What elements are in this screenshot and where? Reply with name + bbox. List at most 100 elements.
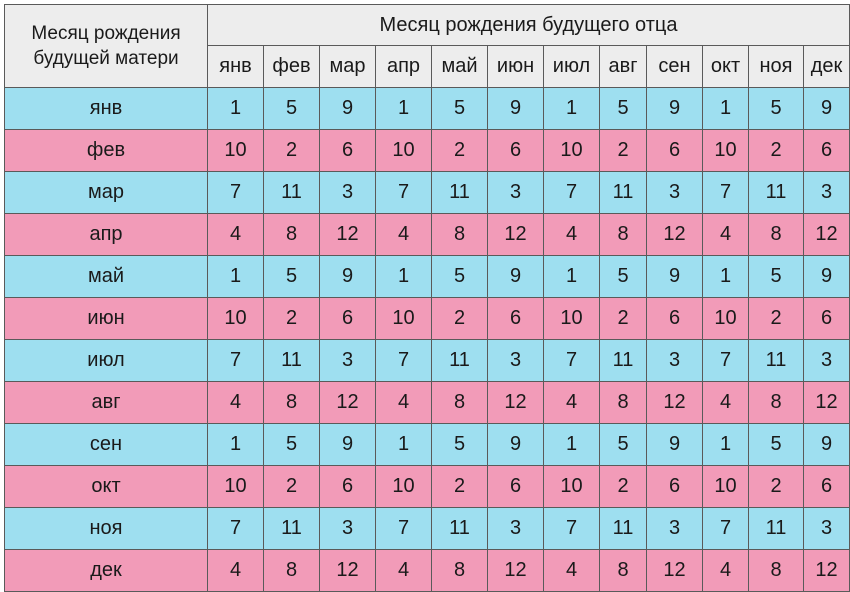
mother-month-label: ноя bbox=[5, 508, 208, 550]
table-cell: 12 bbox=[488, 550, 544, 592]
mother-month-label: фев bbox=[5, 130, 208, 172]
father-month-header: Месяц рождения будущего отца bbox=[208, 5, 850, 46]
table-cell: 5 bbox=[264, 256, 320, 298]
table-row: июл 7 11 3 7 11 3 7 11 3 7 11 3 bbox=[5, 340, 850, 382]
table-cell: 5 bbox=[749, 256, 804, 298]
table-cell: 1 bbox=[703, 88, 749, 130]
table-row: май 1 5 9 1 5 9 1 5 9 1 5 9 bbox=[5, 256, 850, 298]
table-cell: 4 bbox=[544, 550, 600, 592]
table-cell: 5 bbox=[432, 256, 488, 298]
table-cell: 12 bbox=[647, 214, 703, 256]
table-cell: 1 bbox=[376, 256, 432, 298]
table-cell: 2 bbox=[264, 298, 320, 340]
table-cell: 3 bbox=[804, 172, 850, 214]
table-cell: 11 bbox=[264, 340, 320, 382]
table-cell: 11 bbox=[264, 172, 320, 214]
table-cell: 9 bbox=[488, 88, 544, 130]
table-cell: 6 bbox=[320, 466, 376, 508]
father-month-label: апр bbox=[376, 46, 432, 88]
father-month-label: фев bbox=[264, 46, 320, 88]
table-cell: 1 bbox=[376, 88, 432, 130]
table-cell: 4 bbox=[208, 214, 264, 256]
father-month-label: ноя bbox=[749, 46, 804, 88]
table-cell: 8 bbox=[264, 550, 320, 592]
table-cell: 2 bbox=[264, 466, 320, 508]
table-cell: 9 bbox=[488, 424, 544, 466]
table-cell: 6 bbox=[320, 298, 376, 340]
table-cell: 3 bbox=[804, 508, 850, 550]
father-month-label: июл bbox=[544, 46, 600, 88]
table-cell: 11 bbox=[749, 340, 804, 382]
table-cell: 4 bbox=[208, 382, 264, 424]
table-cell: 12 bbox=[488, 214, 544, 256]
table-cell: 10 bbox=[208, 466, 264, 508]
table-cell: 1 bbox=[376, 424, 432, 466]
table-cell: 7 bbox=[208, 508, 264, 550]
table-cell: 2 bbox=[432, 298, 488, 340]
table-cell: 12 bbox=[320, 382, 376, 424]
table-cell: 8 bbox=[264, 214, 320, 256]
table-cell: 5 bbox=[432, 88, 488, 130]
table-cell: 8 bbox=[264, 382, 320, 424]
table-cell: 3 bbox=[647, 340, 703, 382]
table-cell: 1 bbox=[208, 256, 264, 298]
father-month-label: июн bbox=[488, 46, 544, 88]
table-cell: 4 bbox=[376, 382, 432, 424]
table-cell: 7 bbox=[544, 508, 600, 550]
table-cell: 1 bbox=[544, 424, 600, 466]
table-cell: 12 bbox=[488, 382, 544, 424]
table-cell: 9 bbox=[804, 424, 850, 466]
table-row: окт 10 2 6 10 2 6 10 2 6 10 2 6 bbox=[5, 466, 850, 508]
table-cell: 3 bbox=[488, 508, 544, 550]
table-cell: 1 bbox=[208, 88, 264, 130]
father-months-row: янв фев мар апр май июн июл авг сен окт … bbox=[5, 46, 850, 88]
mother-month-header: Месяц рождения будущей матери bbox=[5, 5, 208, 88]
table-cell: 12 bbox=[320, 214, 376, 256]
table-cell: 1 bbox=[208, 424, 264, 466]
table-row: ноя 7 11 3 7 11 3 7 11 3 7 11 3 bbox=[5, 508, 850, 550]
table-cell: 10 bbox=[208, 298, 264, 340]
table-cell: 2 bbox=[432, 466, 488, 508]
table-cell: 6 bbox=[804, 298, 850, 340]
table-cell: 10 bbox=[376, 466, 432, 508]
table-body: янв 1 5 9 1 5 9 1 5 9 1 5 9 фев 10 2 6 10 2 6 10 2 6 10 2 6 мар 7 11… bbox=[5, 88, 850, 592]
table-cell: 2 bbox=[264, 130, 320, 172]
table-cell: 5 bbox=[600, 256, 647, 298]
table-cell: 9 bbox=[804, 88, 850, 130]
table-cell: 9 bbox=[647, 88, 703, 130]
table-cell: 8 bbox=[432, 214, 488, 256]
table-cell: 10 bbox=[703, 466, 749, 508]
table-cell: 8 bbox=[600, 214, 647, 256]
table-cell: 7 bbox=[544, 172, 600, 214]
table-cell: 9 bbox=[320, 256, 376, 298]
table-cell: 10 bbox=[544, 298, 600, 340]
table-cell: 5 bbox=[600, 424, 647, 466]
mother-month-label: апр bbox=[5, 214, 208, 256]
father-month-label: авг bbox=[600, 46, 647, 88]
table-cell: 7 bbox=[376, 508, 432, 550]
table-cell: 10 bbox=[703, 130, 749, 172]
table-cell: 4 bbox=[544, 382, 600, 424]
table-cell: 6 bbox=[804, 130, 850, 172]
table-cell: 6 bbox=[488, 298, 544, 340]
table-cell: 12 bbox=[804, 214, 850, 256]
table-cell: 9 bbox=[320, 88, 376, 130]
table-cell: 3 bbox=[320, 340, 376, 382]
father-month-label: дек bbox=[804, 46, 850, 88]
father-month-label: мар bbox=[320, 46, 376, 88]
table-cell: 9 bbox=[488, 256, 544, 298]
table-cell: 11 bbox=[432, 172, 488, 214]
table-cell: 6 bbox=[320, 130, 376, 172]
table-cell: 2 bbox=[749, 298, 804, 340]
table-cell: 10 bbox=[376, 298, 432, 340]
table-cell: 2 bbox=[600, 298, 647, 340]
mother-month-label: авг bbox=[5, 382, 208, 424]
table-cell: 12 bbox=[320, 550, 376, 592]
table-cell: 3 bbox=[804, 340, 850, 382]
table-cell: 2 bbox=[749, 130, 804, 172]
table-cell: 6 bbox=[647, 130, 703, 172]
table-cell: 12 bbox=[804, 382, 850, 424]
table-cell: 11 bbox=[600, 340, 647, 382]
table-cell: 11 bbox=[749, 172, 804, 214]
table-cell: 12 bbox=[647, 382, 703, 424]
